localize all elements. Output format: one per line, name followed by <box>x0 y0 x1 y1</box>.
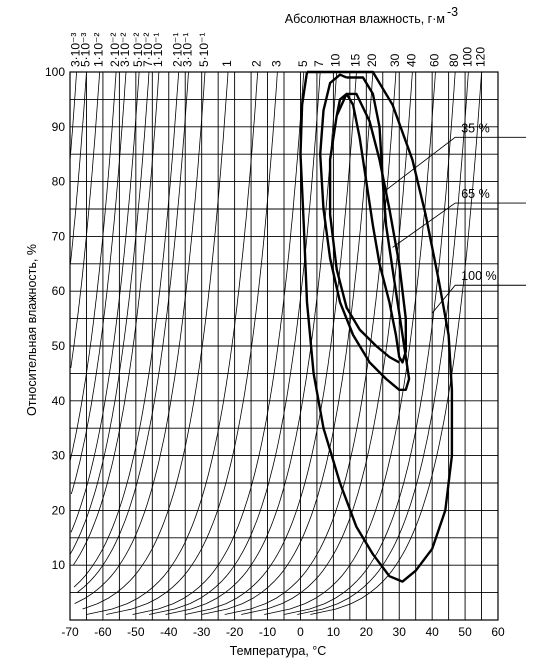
top-tick-label: 2·10⁻¹ <box>171 33 185 67</box>
isoline <box>132 71 305 615</box>
contour-label: 65 % <box>461 187 490 201</box>
top-tick-label: 5 <box>296 60 310 67</box>
y-tick-label: 50 <box>52 339 66 353</box>
top-tick-label: 3 <box>269 60 283 67</box>
isoline <box>69 71 150 555</box>
isoline <box>201 71 374 615</box>
top-tick-label: 40 <box>404 53 418 67</box>
isoline <box>73 71 179 588</box>
top-tick-label: 5·10⁻³ <box>78 33 92 67</box>
x-tick-label: -20 <box>226 625 244 639</box>
y-axis-title: Относительная влажность, % <box>25 244 39 416</box>
contour-leaders <box>382 136 526 314</box>
isoline <box>148 71 321 615</box>
x-tick-label: 0 <box>297 625 304 639</box>
top-tick-label: 3·10⁻² <box>118 33 132 67</box>
isoline <box>70 71 100 368</box>
top-tick-label: 3·10⁻¹ <box>181 33 195 67</box>
isoline <box>76 71 189 593</box>
contours <box>299 70 454 583</box>
isoline <box>106 71 278 615</box>
contour-labels: 35 % 65 % 100 % <box>461 121 496 283</box>
y-tick-label: 40 <box>52 394 66 408</box>
x-tick-label: 60 <box>491 625 505 639</box>
isoline <box>264 71 436 615</box>
x-tick-label: 50 <box>458 625 472 639</box>
contour-curve <box>328 92 407 364</box>
top-tick-label: 80 <box>447 53 461 67</box>
y-tick-label: 70 <box>52 229 66 243</box>
x-tick-labels: -70 -60 -50 -40 -30 -20 -10 0 10 20 30 40 50 60 <box>61 625 505 639</box>
y-tick-label: 90 <box>52 120 66 134</box>
isoline <box>70 71 140 533</box>
top-tick-label: 7 <box>312 60 326 67</box>
x-tick-label: 10 <box>327 625 341 639</box>
isoline <box>72 71 160 566</box>
x-tick-label: 40 <box>425 625 439 639</box>
x-tick-label: 30 <box>393 625 407 639</box>
absolute-humidity-isolines <box>69 71 482 615</box>
top-tick-label: 3·10⁻³ <box>69 33 83 67</box>
contour-curve <box>319 73 411 391</box>
isoline <box>241 71 413 615</box>
top-tick-label: 30 <box>388 53 402 67</box>
top-axis-title: Абсолютная влажность, г·м <box>285 12 445 26</box>
y-tick-label: 60 <box>52 284 66 298</box>
contour-curve <box>299 70 454 583</box>
contour-leader <box>431 284 526 314</box>
y-tick-label: 80 <box>52 175 66 189</box>
y-tick-label: 30 <box>52 449 66 463</box>
top-tick-label: 2·10⁻² <box>108 33 122 67</box>
x-axis-title: Температура, °С <box>230 644 327 658</box>
top-tick-label: 10 <box>329 53 343 67</box>
isoline <box>70 71 127 495</box>
y-tick-label: 20 <box>52 503 66 517</box>
top-tick-label: 20 <box>365 53 379 67</box>
y-tick-label: 10 <box>52 558 66 572</box>
top-tick-label: 120 <box>474 47 488 67</box>
y-tick-label: 100 <box>45 65 65 79</box>
isoline <box>86 71 259 615</box>
isoline <box>74 71 206 604</box>
x-tick-label: -60 <box>94 625 112 639</box>
isoline <box>185 71 357 615</box>
x-tick-label: -10 <box>259 625 277 639</box>
top-tick-label: 1·10⁻¹ <box>151 33 165 67</box>
isoline <box>82 71 229 610</box>
plot-frame <box>69 71 499 621</box>
isoline <box>310 71 482 615</box>
top-tick-label: 60 <box>427 53 441 67</box>
isoline <box>70 71 87 264</box>
contour-leader <box>392 202 526 248</box>
x-tick-label: -40 <box>160 625 178 639</box>
top-tick-label: 7·10⁻² <box>141 33 155 67</box>
contour-label: 35 % <box>461 121 490 135</box>
isoline <box>69 71 77 160</box>
isoline <box>69 71 117 462</box>
x-tick-label: -50 <box>127 625 145 639</box>
top-tick-label: 15 <box>348 53 362 67</box>
top-tick-label: 2 <box>250 60 264 67</box>
isoline <box>283 71 456 615</box>
top-tick-label: 1·10⁻² <box>92 33 106 67</box>
y-tick-labels: 10 20 30 40 50 60 70 80 90 100 <box>45 65 65 572</box>
x-tick-label: -70 <box>61 625 79 639</box>
top-tick-label: 5·10⁻² <box>131 33 145 67</box>
top-tick-label: 5·10⁻¹ <box>197 33 211 67</box>
x-tick-label: -30 <box>193 625 211 639</box>
top-tick-labels: 3·10⁻³5·10⁻³ 1·10⁻² 2·10⁻²3·10⁻² 5·10⁻²7·10… <box>69 33 488 67</box>
top-tick-label: 1 <box>220 60 234 67</box>
contour-label: 100 % <box>461 269 496 283</box>
top-tick-label: 100 <box>460 47 474 67</box>
isoline <box>297 71 469 615</box>
top-axis-title-exponent: -3 <box>447 5 458 19</box>
contour-leader <box>382 136 526 193</box>
x-tick-label: 20 <box>360 625 374 639</box>
isoline <box>224 71 397 615</box>
